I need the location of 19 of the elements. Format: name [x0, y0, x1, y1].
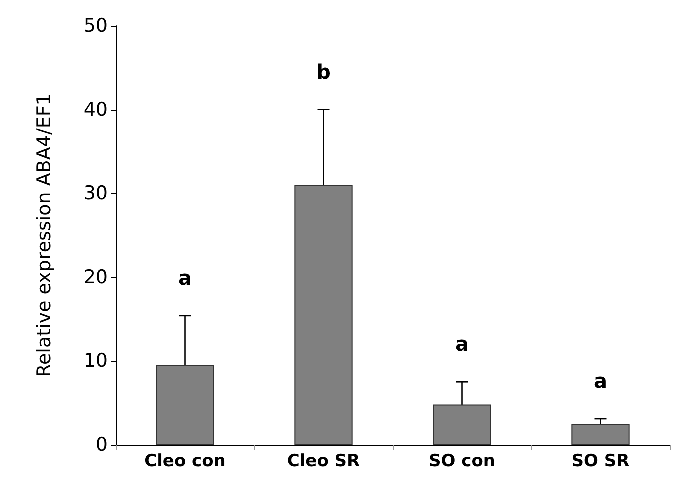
y-tick-label: 50 — [84, 15, 108, 37]
y-tick-label: 30 — [84, 182, 108, 205]
annotation: a — [456, 332, 469, 356]
bar — [294, 185, 353, 445]
bar — [156, 365, 214, 445]
annotation: b — [316, 60, 331, 84]
x-tick-label: Cleo con — [144, 452, 226, 472]
y-axis-title: Relative expression ABA4/EF1 — [34, 94, 56, 378]
y-tick-label: 10 — [84, 350, 108, 372]
x-tick-label: SO SR — [572, 452, 630, 472]
annotation: a — [594, 369, 608, 394]
annotation: a — [178, 266, 192, 290]
y-tick-label: 0 — [96, 434, 108, 456]
x-tick-label: SO con — [429, 452, 496, 472]
y-tick-label: 40 — [84, 98, 108, 121]
x-tick-label: Cleo SR — [287, 452, 360, 472]
y-tick-label: 20 — [84, 266, 108, 288]
bar — [572, 424, 630, 445]
bar — [433, 404, 492, 445]
